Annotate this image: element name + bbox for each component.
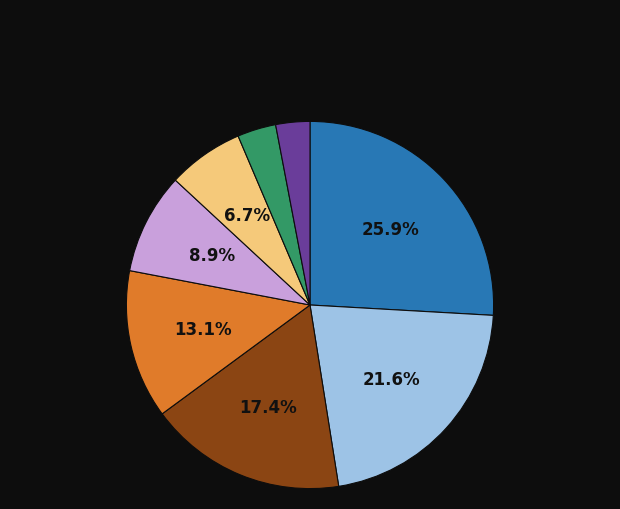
Text: 6.7%: 6.7% <box>224 207 270 224</box>
Wedge shape <box>310 122 494 316</box>
Wedge shape <box>175 137 310 305</box>
Wedge shape <box>162 305 339 489</box>
Text: 21.6%: 21.6% <box>363 370 420 388</box>
Text: 8.9%: 8.9% <box>188 247 235 265</box>
Wedge shape <box>310 305 494 487</box>
Text: 25.9%: 25.9% <box>361 221 419 239</box>
Wedge shape <box>126 271 310 414</box>
Wedge shape <box>276 122 310 305</box>
Text: 13.1%: 13.1% <box>174 321 231 338</box>
Text: 17.4%: 17.4% <box>239 398 297 416</box>
Wedge shape <box>130 181 310 305</box>
Wedge shape <box>238 125 310 305</box>
